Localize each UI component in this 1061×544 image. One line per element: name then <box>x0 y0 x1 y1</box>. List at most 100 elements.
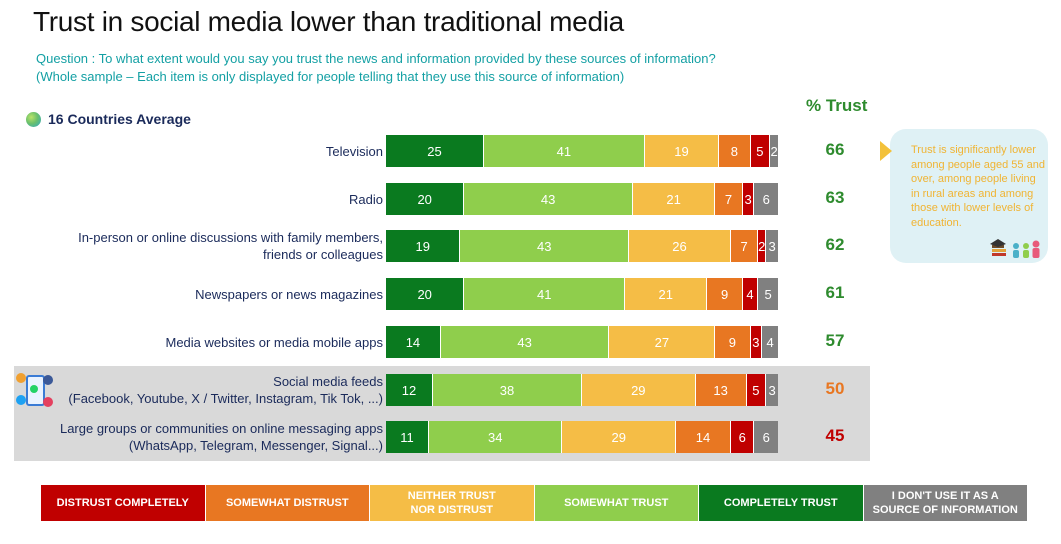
bar-segment-somewhat-trust: 43 <box>440 326 610 358</box>
category-label-line: Newspapers or news magazines <box>195 286 383 302</box>
average-label-text: 16 Countries Average <box>48 111 191 127</box>
bar-segment-somewhat-distrust: 7 <box>730 230 759 262</box>
data-label: 14 <box>405 334 421 350</box>
data-label: 2 <box>770 143 778 159</box>
trust-percent: 50 <box>825 379 845 398</box>
bar-segment-somewhat-distrust: 9 <box>715 326 751 358</box>
bar-segment-completely-trust: 12 <box>386 374 434 406</box>
legend-item-distrust-completely: DISTRUST COMPLETELY <box>41 485 206 521</box>
bar-segment-somewhat-distrust: 9 <box>707 278 743 310</box>
bar-segment-neither: 29 <box>581 374 696 406</box>
bar-segment-distrust-completely: 3 <box>742 183 755 215</box>
data-label: 43 <box>540 191 556 207</box>
data-label: 7 <box>724 191 733 207</box>
data-label: 38 <box>499 382 515 398</box>
data-label: 4 <box>766 334 774 350</box>
trust-percent: 57 <box>825 331 845 350</box>
trust-percent: 63 <box>825 188 845 207</box>
globe-icon <box>26 111 41 127</box>
bar-segment-dont-use: 3 <box>766 230 778 262</box>
legend-label-line: DISTRUST COMPLETELY <box>56 497 189 509</box>
data-label: 3 <box>752 334 760 350</box>
data-label: 2 <box>758 238 766 254</box>
data-label: 11 <box>400 429 414 445</box>
data-label: 6 <box>738 429 746 445</box>
category-label-line: (WhatsApp, Telegram, Messenger, Signal..… <box>128 438 383 453</box>
data-label: 4 <box>746 286 754 302</box>
bar-segment-somewhat-distrust: 8 <box>719 135 751 167</box>
category-label: Media websites or media mobile apps <box>166 334 384 351</box>
bar-segment-neither: 26 <box>629 230 731 262</box>
category-label: Large groups or communities on online me… <box>60 420 383 454</box>
legend-label-line: COMPLETELY TRUST <box>723 497 838 509</box>
data-label: 20 <box>417 286 432 302</box>
data-label: 41 <box>556 143 572 159</box>
data-label: 12 <box>401 382 417 398</box>
bar-segment-neither: 29 <box>562 421 677 453</box>
bar-segment-dont-use: 6 <box>754 183 778 215</box>
bar-segment-somewhat-trust: 34 <box>429 421 563 453</box>
category-label: Radio <box>349 191 383 208</box>
data-label: 6 <box>762 429 770 445</box>
data-label: 14 <box>695 429 711 445</box>
bar-segment-somewhat-distrust: 7 <box>715 183 743 215</box>
stacked-bar: 25 41 19 8 5 2 <box>386 135 778 167</box>
stacked-bar: 20 43 21 7 3 6 <box>386 183 778 215</box>
category-label-line: Social media feeds <box>273 374 383 389</box>
category-label: Television <box>326 143 383 160</box>
bar-segment-completely-trust: 19 <box>386 230 461 262</box>
bar-segment-completely-trust: 20 <box>386 183 465 215</box>
bar-segment-neither: 27 <box>609 326 716 358</box>
legend-label-line: SOURCE OF INFORMATION <box>872 504 1018 516</box>
social-media-icon <box>16 373 54 409</box>
legend-label-line: SOMEWHAT TRUST <box>564 497 669 509</box>
bar-segment-dont-use: 2 <box>770 135 778 167</box>
bar-segment-somewhat-trust: 38 <box>433 374 582 406</box>
bar-segment-dont-use: 6 <box>754 421 778 453</box>
chart-title: Trust in social media lower than traditi… <box>33 6 624 37</box>
data-label: 9 <box>728 334 736 350</box>
bar-segment-somewhat-trust: 43 <box>464 183 633 215</box>
question-line-1: Question : To what extent would you say … <box>36 51 716 66</box>
bar-segment-dont-use: 5 <box>758 278 778 310</box>
data-label: 8 <box>730 143 738 159</box>
data-label: 13 <box>713 382 728 398</box>
category-label-line: Media websites or media mobile apps <box>165 334 384 350</box>
data-label: 21 <box>666 191 681 207</box>
category-label-line: Large groups or communities on online me… <box>59 421 383 436</box>
bar-segment-completely-trust: 14 <box>386 326 441 358</box>
legend-item-completely-trust: COMPLETELY TRUST <box>699 485 864 521</box>
data-label: 5 <box>752 382 760 398</box>
bar-segment-neither: 19 <box>644 135 720 167</box>
data-label: 27 <box>654 334 670 350</box>
question-text: Question : To what extent would you say … <box>36 50 716 86</box>
trust-percent: 45 <box>825 426 845 445</box>
stacked-bar: 12 38 29 13 5 3 <box>386 374 778 406</box>
data-label: 25 <box>427 143 442 159</box>
bar-segment-completely-trust: 11 <box>386 421 430 453</box>
bar-segment-distrust-completely: 5 <box>750 135 771 167</box>
insight-note-text: Trust is significantly lower among peopl… <box>911 144 1045 229</box>
stacked-bar: 11 34 29 14 6 6 <box>386 421 778 453</box>
trust-percent: 66 <box>825 140 845 159</box>
bar-segment-somewhat-distrust: 14 <box>676 421 731 453</box>
stacked-bar: 20 41 21 9 4 5 <box>386 278 778 310</box>
data-label: 19 <box>674 143 689 159</box>
data-label: 29 <box>611 429 626 445</box>
data-label: 43 <box>517 334 532 350</box>
data-label: 20 <box>417 191 432 207</box>
bar-segment-completely-trust: 25 <box>386 135 484 167</box>
legend-label-line: I DON'T USE IT AS A <box>891 490 999 502</box>
bar-segment-somewhat-trust: 41 <box>464 278 626 310</box>
data-label: 26 <box>672 238 687 254</box>
data-label: 3 <box>744 191 752 207</box>
bar-segment-dont-use: 4 <box>762 326 778 358</box>
chevron-right-icon <box>880 141 892 161</box>
average-label: 16 Countries Average <box>26 111 191 127</box>
category-label: Newspapers or news magazines <box>195 286 383 303</box>
legend: DISTRUST COMPLETELY SOMEWHAT DISTRUST NEIT… <box>41 485 1027 521</box>
data-label: 5 <box>756 143 764 159</box>
data-label: 6 <box>762 191 770 207</box>
bar-segment-distrust-completely: 5 <box>746 374 767 406</box>
legend-label-line: NOR DISTRUST <box>410 504 494 516</box>
